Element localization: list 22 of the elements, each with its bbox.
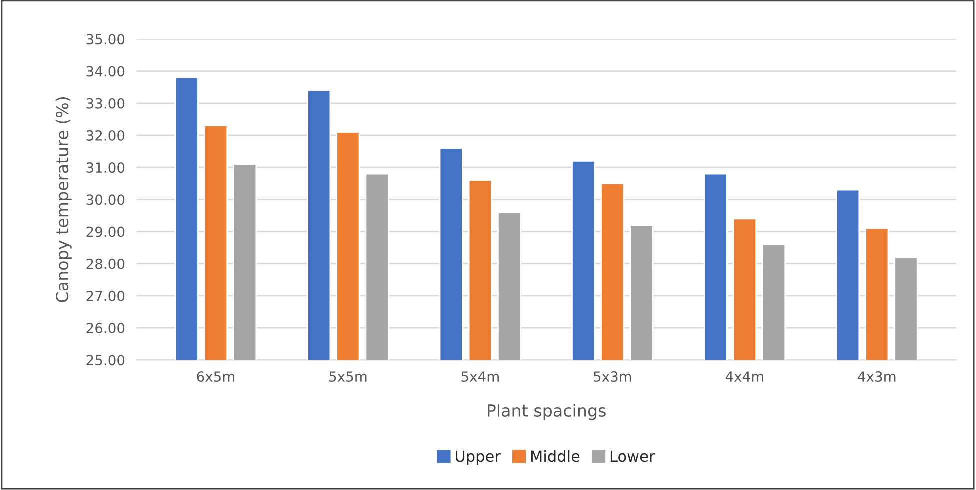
y-tick-label: 29.00 xyxy=(86,226,125,238)
legend-label: Lower xyxy=(610,450,656,462)
x-axis-title: Plant spacings xyxy=(488,404,606,420)
y-axis-title: Canopy temperature (%) xyxy=(56,97,72,302)
y-tick-label: 25.00 xyxy=(86,355,125,366)
legend-label: Upper xyxy=(456,450,501,466)
y-tick-label: 33.00 xyxy=(86,98,125,109)
y-tick-label: 30.00 xyxy=(86,194,125,206)
x-tick-label: 4x4m xyxy=(726,372,764,382)
x-tick-label: 5x4m xyxy=(462,372,499,382)
x-tick-label: 5x5m xyxy=(330,372,367,382)
y-tick-label: 28.00 xyxy=(86,258,125,270)
x-tick-label: 5x3m xyxy=(594,372,632,382)
y-tick-label: 26.00 xyxy=(86,323,125,334)
y-tick-label: 34.00 xyxy=(86,66,125,77)
y-tick-label: 35.00 xyxy=(86,34,125,45)
x-tick-label: 6x5m xyxy=(197,372,235,382)
legend-label: Middle xyxy=(531,450,580,462)
y-tick-label: 31.00 xyxy=(86,162,125,174)
y-tick-label: 27.00 xyxy=(86,290,125,302)
x-tick-label: 4x3m xyxy=(858,372,896,382)
y-tick-label: 32.00 xyxy=(86,130,125,141)
